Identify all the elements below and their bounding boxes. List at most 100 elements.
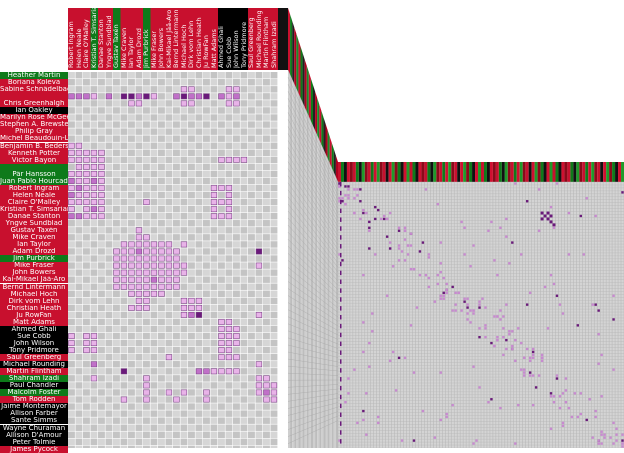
column-label[interactable]: Michael Rounding [256,8,264,68]
link-cell[interactable] [69,157,75,162]
link-cell[interactable] [196,94,202,99]
link-cell[interactable] [398,247,400,249]
column-label[interactable]: Ju RowFan [203,8,211,68]
link-cell[interactable] [496,336,498,338]
link-cell[interactable] [434,301,436,303]
link-cell[interactable] [151,242,157,247]
link-cell[interactable] [609,436,611,438]
row-label[interactable]: Wayne Churaman [0,425,68,432]
link-cell[interactable] [386,295,388,297]
link-cell[interactable] [478,303,480,305]
link-cell[interactable] [440,241,442,243]
link-cell[interactable] [389,360,391,362]
link-cell[interactable] [377,209,379,211]
link-cell[interactable] [129,305,135,310]
link-cell[interactable] [615,434,617,436]
link-cell[interactable] [347,197,349,199]
link-cell[interactable] [159,270,165,275]
link-cell[interactable] [136,270,142,275]
link-cell[interactable] [91,94,97,99]
row-label[interactable]: Ahmed Ghali [0,326,68,333]
row-label[interactable]: Paul Chandler [0,382,68,389]
link-cell[interactable] [428,277,430,279]
link-cell[interactable] [404,230,406,232]
link-cell[interactable] [553,395,555,397]
link-cell[interactable] [434,436,436,438]
link-cell[interactable] [413,371,415,373]
link-cell[interactable] [452,404,454,406]
link-cell[interactable] [550,395,552,397]
row-label[interactable]: Saul Greenberg [0,354,68,361]
link-cell[interactable] [517,327,519,329]
link-cell[interactable] [398,357,400,359]
link-cell[interactable] [219,333,225,338]
link-cell[interactable] [487,230,489,232]
link-cell[interactable] [514,442,516,444]
link-cell[interactable] [84,185,90,190]
link-cell[interactable] [446,292,448,294]
link-cell[interactable] [562,312,564,314]
link-cell[interactable] [398,227,400,229]
link-cell[interactable] [502,315,504,317]
link-cell[interactable] [511,330,513,332]
link-cell[interactable] [181,305,187,310]
link-cell[interactable] [377,422,379,424]
link-cell[interactable] [478,327,480,329]
link-cell[interactable] [371,330,373,332]
link-cell[interactable] [338,197,340,199]
link-cell[interactable] [189,312,195,317]
link-cell[interactable] [69,192,75,197]
link-cell[interactable] [204,94,210,99]
link-cell[interactable] [91,178,97,183]
link-cell[interactable] [565,389,567,391]
link-cell[interactable] [136,228,142,233]
link-cell[interactable] [69,341,75,346]
link-cell[interactable] [84,207,90,212]
link-cell[interactable] [226,214,232,219]
link-cell[interactable] [571,416,573,418]
link-cell[interactable] [600,354,602,356]
link-cell[interactable] [99,164,105,169]
link-cell[interactable] [428,286,430,288]
link-cell[interactable] [226,369,232,374]
link-cell[interactable] [562,425,564,427]
link-cell[interactable] [621,434,623,436]
link-cell[interactable] [151,284,157,289]
link-cell[interactable] [505,218,507,220]
link-cell[interactable] [136,235,142,240]
link-cell[interactable] [84,200,90,205]
column-label[interactable]: Tony Pridmore [241,8,249,68]
link-cell[interactable] [532,354,534,356]
column-label[interactable]: Bernd Lintermann [173,8,181,68]
link-cell[interactable] [166,390,172,395]
link-cell[interactable] [404,238,406,240]
link-cell[interactable] [181,390,187,395]
row-label[interactable]: Yngve Sundblad [0,220,68,227]
link-cell[interactable] [189,298,195,303]
link-cell[interactable] [538,230,540,232]
column-label[interactable]: Kristian T. Simsarian [91,8,99,68]
link-cell[interactable] [91,171,97,176]
link-cell[interactable] [454,292,456,294]
link-cell[interactable] [344,185,346,187]
link-cell[interactable] [219,369,225,374]
row-label[interactable]: Sante Simms [0,417,68,424]
link-cell[interactable] [226,200,232,205]
link-cell[interactable] [446,413,448,415]
link-cell[interactable] [478,336,480,338]
link-cell[interactable] [514,339,516,341]
link-cell[interactable] [84,157,90,162]
link-cell[interactable] [241,157,247,162]
column-label[interactable]: Matt Adams [211,8,219,68]
link-cell[interactable] [99,150,105,155]
column-label[interactable]: Michael Hoch [181,8,189,68]
link-cell[interactable] [484,327,486,329]
link-cell[interactable] [374,206,376,208]
link-cell[interactable] [226,348,232,353]
link-cell[interactable] [586,197,588,199]
link-cell[interactable] [392,351,394,353]
link-cell[interactable] [234,355,240,360]
link-cell[interactable] [484,324,486,326]
row-label[interactable]: Michael Hoch [0,291,68,298]
link-cell[interactable] [493,259,495,261]
